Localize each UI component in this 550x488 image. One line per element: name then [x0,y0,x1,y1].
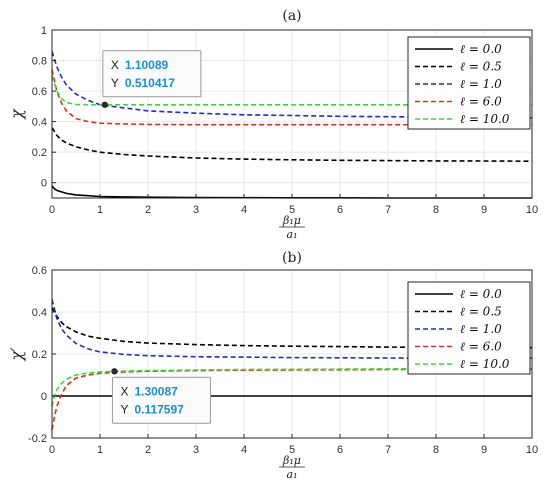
x-axis-label-numerator: β₁μ [282,214,301,227]
datatip-box [102,50,202,98]
series-line-4 [51,75,532,106]
panel-title: (b) [282,250,302,266]
y-tick-label: 0 [41,178,47,190]
datatip-y-value: 0.510417 [125,76,175,90]
datatip-marker[interactable] [111,368,118,375]
x-tick-label: 2 [145,444,151,456]
legend-label-1: ℓ = 0.5 [460,305,502,319]
datatip-marker[interactable] [101,101,109,108]
y-axis-label: χ [7,108,26,120]
datatip-y-label: Y [120,402,128,416]
y-tick-label: 0.4 [32,307,47,319]
legend: ℓ = 0.0 ℓ = 0.5 ℓ = 1.0 ℓ = 6.0 ℓ = 10.0 [407,281,531,375]
x-tick-label: 5 [289,204,295,216]
x-tick-label: 1 [97,204,103,216]
y-tick-label: 0.2 [32,349,47,361]
x-tick-label: 10 [526,204,538,216]
x-tick-label: 2 [145,204,151,216]
datatip[interactable]: X 1.30087 Y 0.117597 [111,368,211,424]
x-tick-label: 0 [49,444,55,456]
legend-label-0: ℓ = 0.0 [460,42,502,56]
x-tick-label: 3 [193,204,199,216]
x-tick-label: 6 [337,204,343,216]
x-tick-label: 8 [433,444,439,456]
x-axis-label-numerator: β₁μ [282,454,301,467]
series-line-3 [51,69,532,126]
x-tick-label: 4 [241,204,247,216]
series-line-1 [51,307,533,349]
datatip-box [111,376,211,424]
legend-label-2: ℓ = 1.0 [460,322,502,336]
y-tick-label: 0.4 [32,117,47,129]
y-tick-label: 0.2 [32,147,47,159]
y-axis-label: χ′ [7,347,26,362]
legend-label-0: ℓ = 0.0 [460,287,502,301]
panel-title: (a) [282,8,301,24]
legend-label-3: ℓ = 6.0 [460,340,502,354]
x-tick-label: 0 [49,204,55,216]
x-tick-label: 10 [526,444,538,456]
y-tick-label: -0.2 [28,433,47,445]
x-tick-label: 7 [385,204,391,216]
y-tick-label: 0.6 [32,265,47,277]
series-line-1 [51,127,533,162]
x-tick-label: 7 [385,444,391,456]
legend-box [407,36,531,130]
datatip-x-value: 1.10089 [125,58,169,72]
x-tick-label: 9 [481,444,487,456]
y-tick-label: 0.6 [32,86,47,98]
datatip[interactable]: X 1.10089 Y 0.510417 [101,50,202,108]
x-tick-label: 4 [241,444,247,456]
y-tick-label: 1 [41,25,47,37]
legend-box [407,281,531,375]
x-tick-label: 9 [481,204,487,216]
series-line-4 [51,367,532,407]
legend: ℓ = 0.0 ℓ = 0.5 ℓ = 1.0 ℓ = 6.0 ℓ = 10.0 [407,36,531,130]
x-tick-label: 5 [289,444,295,456]
x-tick-label: 3 [193,444,199,456]
y-tick-label: 0 [41,391,47,403]
x-tick-label: 1 [97,444,103,456]
legend-label-1: ℓ = 0.5 [460,60,502,74]
legend-label-4: ℓ = 10.0 [460,357,510,371]
x-tick-label: 8 [433,204,439,216]
x-tick-label: 6 [337,444,343,456]
y-tick-label: 0.8 [32,56,47,68]
series-line-2 [51,51,533,119]
x-axis-label-denominator: a₁ [287,228,298,241]
legend-label-4: ℓ = 10.0 [460,112,510,126]
datatip-y-label: Y [111,76,119,90]
datatip-x-label: X [120,384,128,398]
datatip-x-label: X [111,58,119,72]
legend-label-2: ℓ = 1.0 [460,77,502,91]
datatip-y-value: 0.117597 [134,402,184,416]
legend-label-3: ℓ = 6.0 [460,95,502,109]
series-line-2 [51,299,532,360]
x-axis-label-denominator: a₁ [287,468,298,481]
datatip-x-value: 1.30087 [134,384,178,398]
